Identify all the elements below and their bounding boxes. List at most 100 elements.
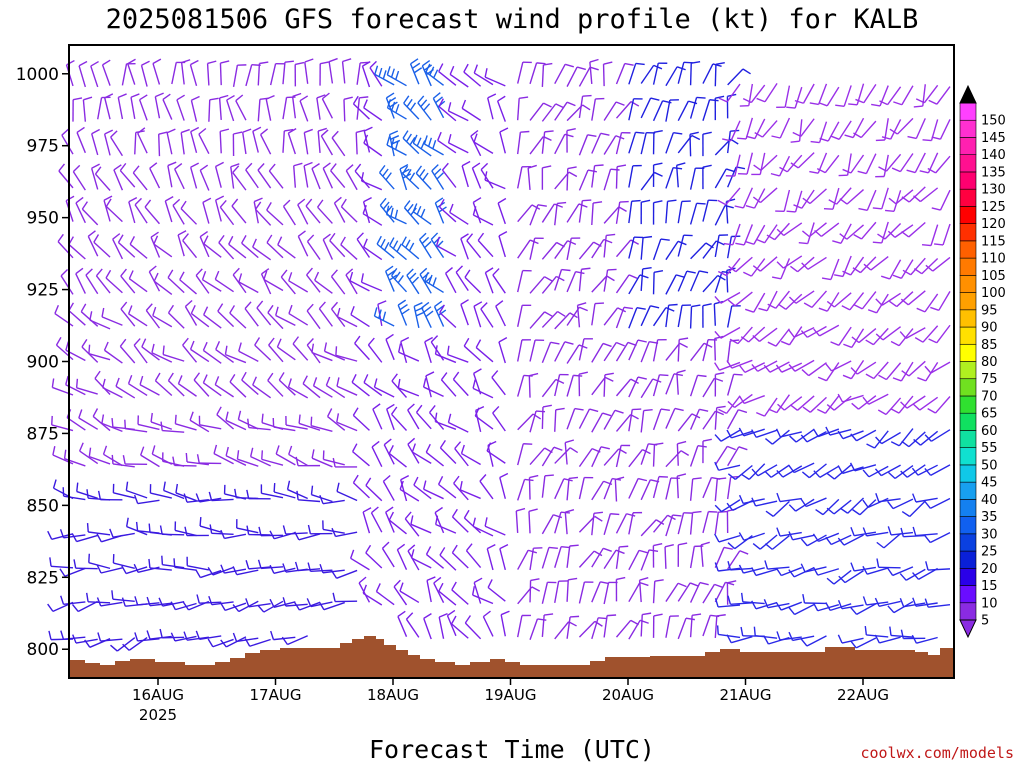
wind-barb-flag: [764, 437, 773, 445]
wind-barb-flag: [438, 198, 445, 208]
wind-barb-flag: [553, 446, 563, 451]
wind-barb: [477, 239, 494, 258]
wind-barb: [898, 395, 914, 414]
wind-barb: [407, 443, 420, 464]
wind-barb-flag: [561, 268, 571, 272]
wind-barb-flag: [312, 377, 318, 387]
wind-barb-flag: [899, 573, 907, 581]
wind-barb-flag: [418, 169, 426, 178]
wind-barb: [878, 600, 901, 607]
wind-barb: [128, 201, 136, 224]
wind-barb-flag: [776, 469, 784, 478]
wind-barb-flag: [751, 600, 757, 610]
wind-barb: [916, 636, 938, 644]
wind-barb: [112, 238, 124, 260]
wind-barb: [261, 492, 284, 499]
wind-barb: [700, 544, 704, 567]
wind-barb: [760, 154, 778, 171]
wind-barb: [782, 465, 803, 478]
wind-barb-flag: [296, 490, 299, 500]
wind-barb-flag: [399, 304, 408, 311]
wind-barb: [412, 211, 432, 225]
wind-barb-flag: [740, 336, 749, 343]
wind-barb: [788, 326, 803, 346]
wind-barb-flag: [65, 375, 69, 385]
wind-barb: [487, 97, 494, 120]
wind-barb: [591, 165, 596, 188]
wind-barb: [665, 477, 672, 500]
wind-barb: [756, 429, 778, 438]
wind-barb: [416, 411, 432, 430]
wind-barb-flag: [906, 169, 916, 174]
wind-barb-flag: [653, 200, 663, 204]
wind-barb-flag: [133, 563, 139, 573]
wind-barb: [541, 406, 544, 429]
wind-barb: [250, 455, 271, 467]
wind-barb-flag: [614, 409, 624, 414]
wind-barb: [873, 361, 889, 380]
wind-barb-flag: [764, 560, 769, 570]
wind-barb: [473, 306, 482, 328]
wind-barb-flag: [464, 269, 471, 278]
wind-barb-flag: [826, 577, 835, 585]
wind-barb-flag: [332, 592, 336, 602]
wind-barb: [363, 107, 383, 121]
wind-barb: [186, 499, 209, 503]
wind-barb: [850, 154, 865, 174]
wind-barb-flag: [249, 447, 254, 457]
wind-barb-flag: [57, 233, 64, 243]
wind-barb: [854, 464, 877, 472]
wind-barb-flag: [604, 376, 614, 382]
wind-barb: [101, 422, 123, 433]
wind-barb-flag: [276, 338, 282, 348]
wind-barb-flag: [660, 238, 670, 241]
wind-barb-flag: [578, 371, 588, 375]
wind-barb: [199, 601, 222, 604]
wind-barb: [879, 85, 889, 107]
wind-barb-flag: [412, 134, 418, 144]
wind-barb-flag: [60, 595, 65, 605]
wind-barb-flag: [726, 634, 732, 643]
wind-barb: [906, 464, 926, 478]
wind-barb-flag: [900, 470, 908, 478]
wind-barb-flag: [610, 513, 620, 516]
wind-barb: [640, 64, 655, 84]
wind-barb: [484, 525, 506, 536]
wind-barb: [640, 268, 644, 291]
wind-barb-flag: [215, 161, 224, 168]
wind-barb: [628, 409, 633, 432]
wind-barb: [764, 224, 778, 244]
wind-barb-flag: [862, 565, 868, 575]
wind-barb-flag: [753, 164, 762, 171]
wind-barb-flag: [740, 626, 744, 636]
wind-barb-flag: [777, 303, 787, 310]
wind-barb: [211, 498, 234, 502]
wind-barb: [437, 139, 457, 154]
wind-barb-flag: [153, 272, 159, 282]
wind-barb: [885, 153, 902, 172]
wind-barb-flag: [927, 407, 936, 414]
wind-barb: [603, 448, 620, 466]
wind-barb: [727, 68, 744, 86]
wind-barb: [753, 224, 766, 245]
wind-barb-flag: [336, 377, 340, 387]
wind-barb: [615, 414, 632, 432]
wind-barb: [529, 447, 546, 466]
colorbar-segment: [959, 240, 977, 259]
wind-barb: [628, 307, 638, 329]
wind-barb-flag: [215, 341, 221, 350]
wind-barb: [665, 274, 677, 295]
wind-barb: [117, 241, 136, 258]
wind-barb-flag: [191, 95, 200, 101]
wind-barb: [430, 238, 445, 259]
wind-barb-flag: [163, 481, 166, 491]
wind-barb: [677, 413, 693, 432]
wind-barb-flag: [214, 270, 220, 280]
wind-barb: [778, 155, 791, 177]
wind-barb-flag: [830, 341, 840, 346]
wind-barb-flag: [887, 471, 896, 479]
wind-barb-flag: [162, 345, 165, 355]
wind-barb-flag: [864, 625, 868, 636]
wind-barb-flag: [322, 233, 331, 241]
wind-barb-flag: [499, 543, 509, 550]
